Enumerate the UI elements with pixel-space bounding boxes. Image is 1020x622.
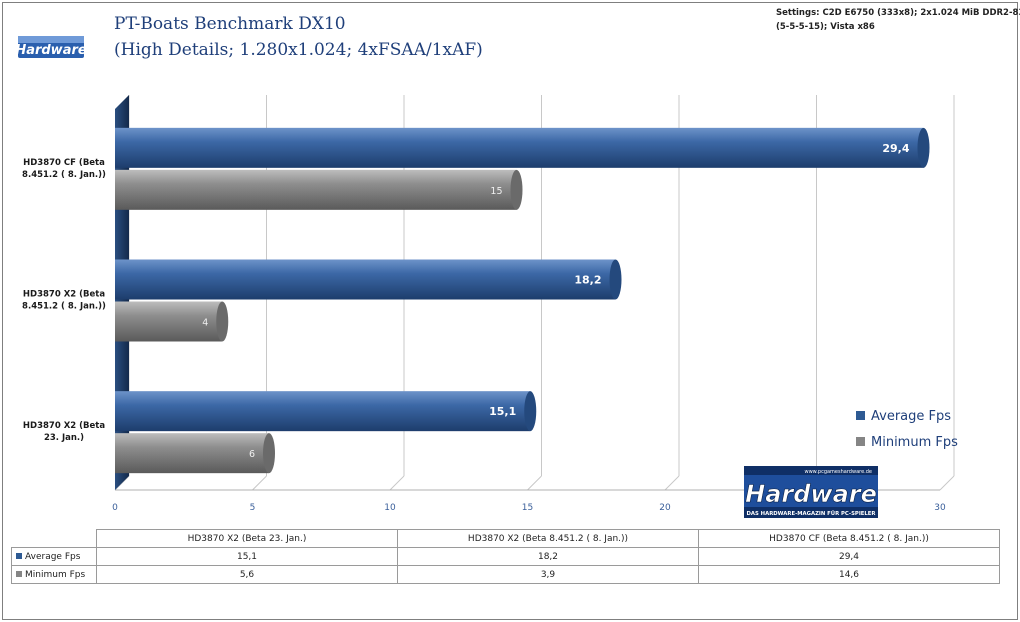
settings-line-2: (5-5-5-15); Vista x86 bbox=[776, 22, 875, 32]
x-tick-label: 10 bbox=[384, 503, 396, 513]
table-row: Average Fps 15,1 18,2 29,4 bbox=[11, 547, 1000, 566]
category-label: HD3870 CF (Beta bbox=[23, 158, 105, 168]
category-label: HD3870 X2 (Beta bbox=[23, 290, 105, 300]
chart-title: PT-Boats Benchmark DX10 bbox=[114, 14, 346, 34]
settings-line-1: Settings: C2D E6750 (333x8); 2x1.024 MiB… bbox=[776, 8, 1020, 18]
table-row: Minimum Fps 5,6 3,9 14,6 bbox=[11, 565, 1000, 584]
table-cell: 3,9 bbox=[397, 565, 699, 584]
x-tick-label: 0 bbox=[112, 503, 118, 513]
bar-data-label: 29,4 bbox=[882, 142, 909, 155]
category-label: 23. Jan.) bbox=[44, 433, 84, 443]
gridline-floor bbox=[527, 475, 542, 491]
bar-average bbox=[115, 127, 924, 168]
table-cell: 18,2 bbox=[397, 547, 699, 566]
bar-data-label: 4 bbox=[202, 318, 208, 329]
bar-data-label: 6 bbox=[249, 449, 255, 460]
legend-swatch bbox=[856, 411, 865, 420]
gridline-floor bbox=[664, 475, 680, 491]
pcgh-logo-large: www.pcgameshardware.de Hardware DAS HARD… bbox=[744, 466, 878, 518]
bar-average bbox=[115, 259, 616, 300]
gridline-floor bbox=[939, 475, 955, 491]
table-cell: 29,4 bbox=[698, 547, 1000, 566]
category-label: 8.451.2 ( 8. Jan.)) bbox=[22, 170, 106, 180]
average-swatch bbox=[16, 553, 22, 559]
x-tick-label: 20 bbox=[659, 503, 671, 513]
logo-big-text: Hardware bbox=[745, 480, 877, 508]
pcgh-logo-small: Hardware bbox=[18, 36, 84, 58]
bar-cap bbox=[510, 169, 523, 210]
bar-minimum bbox=[115, 433, 269, 474]
table-cell: 5,6 bbox=[96, 565, 398, 584]
category-label: 8.451.2 ( 8. Jan.)) bbox=[22, 302, 106, 312]
table-header: HD3870 CF (Beta 8.451.2 ( 8. Jan.)) bbox=[698, 529, 1000, 548]
bar-data-label: 15,1 bbox=[489, 405, 516, 418]
gridline-floor bbox=[389, 475, 405, 491]
row-label-text: Average Fps bbox=[25, 551, 81, 562]
legend-swatch bbox=[856, 437, 865, 446]
bar-cap bbox=[609, 259, 622, 300]
table-cell: 14,6 bbox=[698, 565, 1000, 584]
logo-big-tagline: DAS HARDWARE-MAGAZIN FÜR PC-SPIELER bbox=[747, 510, 876, 517]
gridline-floor bbox=[252, 475, 267, 491]
bar-minimum bbox=[115, 301, 223, 342]
table-row-label: Minimum Fps bbox=[11, 565, 97, 584]
table-header: HD3870 X2 (Beta 23. Jan.) bbox=[96, 529, 398, 548]
legend-label: Minimum Fps bbox=[871, 435, 958, 450]
x-tick-label: 30 bbox=[934, 503, 946, 513]
table-header: HD3870 X2 (Beta 8.451.2 ( 8. Jan.)) bbox=[397, 529, 699, 548]
logo-small-text: Hardware bbox=[18, 43, 84, 58]
table-header-row: HD3870 X2 (Beta 23. Jan.) HD3870 X2 (Bet… bbox=[11, 529, 1000, 548]
legend-label: Average Fps bbox=[871, 409, 951, 424]
x-tick-label: 15 bbox=[522, 503, 533, 513]
bar-cap bbox=[216, 301, 229, 342]
table-row-label: Average Fps bbox=[11, 547, 97, 566]
bar-cap bbox=[524, 391, 537, 432]
category-label: HD3870 X2 (Beta bbox=[23, 421, 105, 431]
table-cell: 15,1 bbox=[96, 547, 398, 566]
row-label-text: Minimum Fps bbox=[25, 569, 86, 580]
bar-cap bbox=[917, 127, 930, 168]
table-corner bbox=[11, 529, 97, 548]
bar-data-label: 18,2 bbox=[574, 274, 601, 287]
bar-average bbox=[115, 391, 531, 432]
minimum-swatch bbox=[16, 571, 22, 577]
bar-data-label: 15 bbox=[490, 186, 502, 197]
chart-subtitle: (High Details; 1.280x1.024; 4xFSAA/1xAF) bbox=[114, 40, 483, 60]
bar-minimum bbox=[115, 169, 517, 210]
x-tick-label: 5 bbox=[250, 503, 256, 513]
data-table: HD3870 X2 (Beta 23. Jan.) HD3870 X2 (Bet… bbox=[11, 529, 1000, 584]
logo-big-url: www.pcgameshardware.de bbox=[805, 469, 873, 475]
bar-cap bbox=[263, 433, 275, 474]
